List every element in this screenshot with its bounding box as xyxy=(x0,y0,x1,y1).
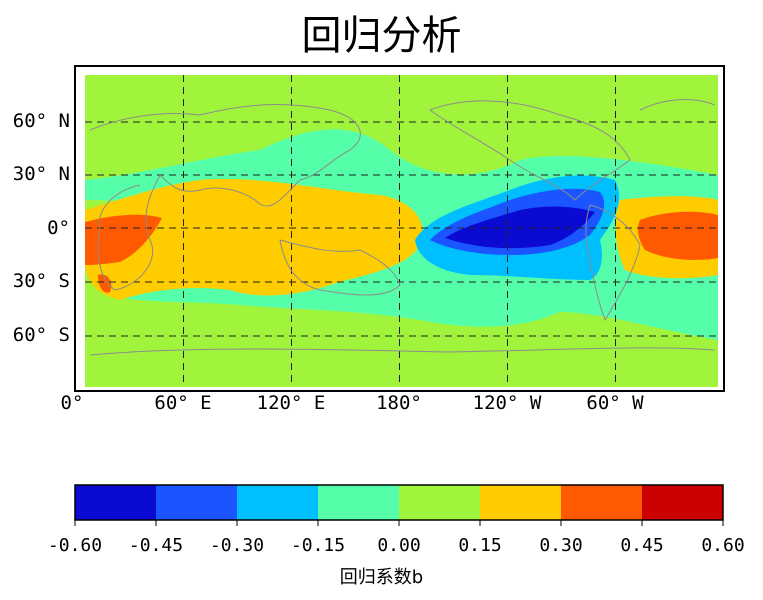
field-yellow-indopac xyxy=(85,178,423,300)
colorbar-tick-label: -0.15 xyxy=(290,535,346,556)
lon-tick-label: 180° xyxy=(376,392,422,414)
field-orange-africa xyxy=(85,214,162,265)
lon-tick-label: 120° W xyxy=(472,392,542,414)
colorbar-tick-label: 0.00 xyxy=(377,535,421,556)
colorbar-tick-label: 0.45 xyxy=(620,535,664,556)
field-orange-atlantic xyxy=(637,211,718,260)
lon-tick-label: 60° W xyxy=(586,392,644,414)
colorbar-segment xyxy=(156,485,237,520)
colorbar-tick-label: -0.30 xyxy=(209,535,265,556)
field-orange-africa-2 xyxy=(98,274,112,293)
lon-tick-label: 60° E xyxy=(154,392,212,414)
lat-tick-label: 60° N xyxy=(12,110,70,132)
chart-title: 回归分析 xyxy=(301,13,462,59)
colorbar-tick-label: -0.60 xyxy=(47,535,103,556)
map-frame xyxy=(74,65,725,392)
lat-tick-label: 0° xyxy=(47,217,70,239)
map-field xyxy=(85,75,718,387)
lon-tick-label: 0° xyxy=(60,392,84,414)
lat-tick-label: 30° N xyxy=(12,163,70,185)
colorbar-tick-label: -0.45 xyxy=(128,535,184,556)
coastlines xyxy=(89,99,716,356)
colorbar-tick-label: 0.30 xyxy=(539,535,583,556)
colorbar-segment xyxy=(237,485,318,520)
colorbar-tick-label: 0.60 xyxy=(701,535,745,556)
colorbar-label: 回归系数b xyxy=(339,567,424,588)
colorbar-segment xyxy=(75,485,156,520)
colorbar-segment xyxy=(318,485,399,520)
colorbar-segment xyxy=(399,485,480,520)
colorbar-segment xyxy=(642,485,723,520)
field-darkblue-pacific xyxy=(445,206,595,249)
lat-tick-label: 30° S xyxy=(12,270,70,292)
graticule xyxy=(85,75,718,387)
colorbar-segment xyxy=(561,485,642,520)
colorbar-segment xyxy=(480,485,561,520)
colorbar-tick-label: 0.15 xyxy=(458,535,502,556)
colorbar-frame xyxy=(74,484,724,521)
lon-tick-label: 120° E xyxy=(256,392,326,414)
colorbar xyxy=(74,485,724,526)
lat-tick-label: 60° S xyxy=(12,324,70,346)
